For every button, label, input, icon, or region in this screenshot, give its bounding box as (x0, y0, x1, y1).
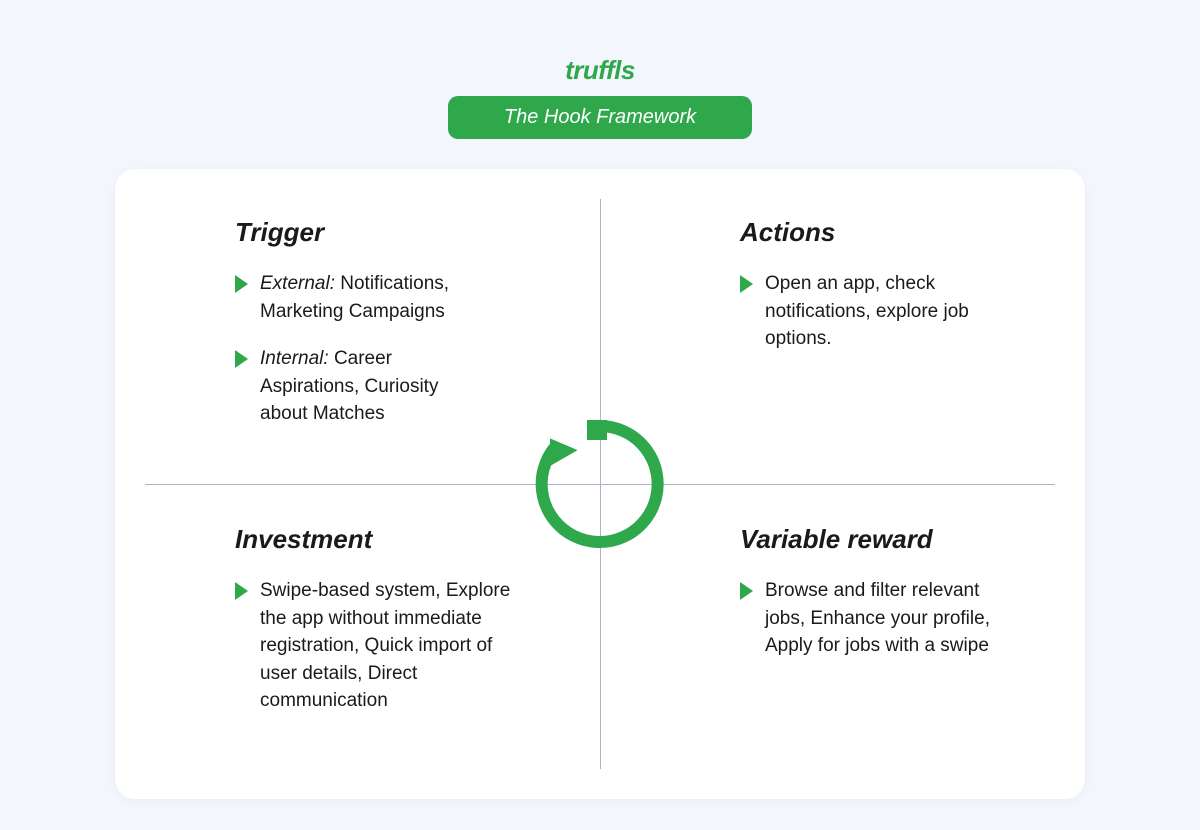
bullet-item: External: Notifications, Marketing Campa… (235, 270, 490, 325)
quadrant-variable-reward: Variable reward Browse and filter releva… (600, 484, 1065, 759)
quadrant-grid: Trigger External: Notifications, Marketi… (135, 209, 1065, 759)
bullet-item: Internal: Career Aspirations, Curiosity … (235, 345, 490, 428)
bullet-text: Swipe-based system, Explore the app with… (260, 577, 520, 715)
framework-subtitle: The Hook Framework (448, 96, 752, 139)
quadrant-title: Trigger (235, 217, 490, 248)
quadrant-title: Actions (740, 217, 995, 248)
play-icon (235, 275, 248, 293)
quadrant-investment: Investment Swipe-based system, Explore t… (135, 484, 600, 759)
bullet-item: Open an app, check notifications, explor… (740, 270, 995, 353)
play-icon (235, 582, 248, 600)
bullet-text: Open an app, check notifications, explor… (765, 270, 995, 353)
framework-card: Trigger External: Notifications, Marketi… (115, 169, 1085, 799)
quadrant-trigger: Trigger External: Notifications, Marketi… (135, 209, 600, 484)
bullet-text: Browse and filter relevant jobs, Enhance… (765, 577, 995, 660)
bullet-item: Swipe-based system, Explore the app with… (235, 577, 520, 715)
quadrant-title: Investment (235, 524, 520, 555)
play-icon (740, 275, 753, 293)
play-icon (235, 350, 248, 368)
quadrant-title: Variable reward (740, 524, 995, 555)
bullet-text: Internal: Career Aspirations, Curiosity … (260, 345, 490, 428)
quadrant-actions: Actions Open an app, check notifications… (600, 209, 1065, 484)
bullet-item: Browse and filter relevant jobs, Enhance… (740, 577, 995, 660)
play-icon (740, 582, 753, 600)
brand-logo: truffls (565, 55, 635, 86)
bullet-text: External: Notifications, Marketing Campa… (260, 270, 490, 325)
